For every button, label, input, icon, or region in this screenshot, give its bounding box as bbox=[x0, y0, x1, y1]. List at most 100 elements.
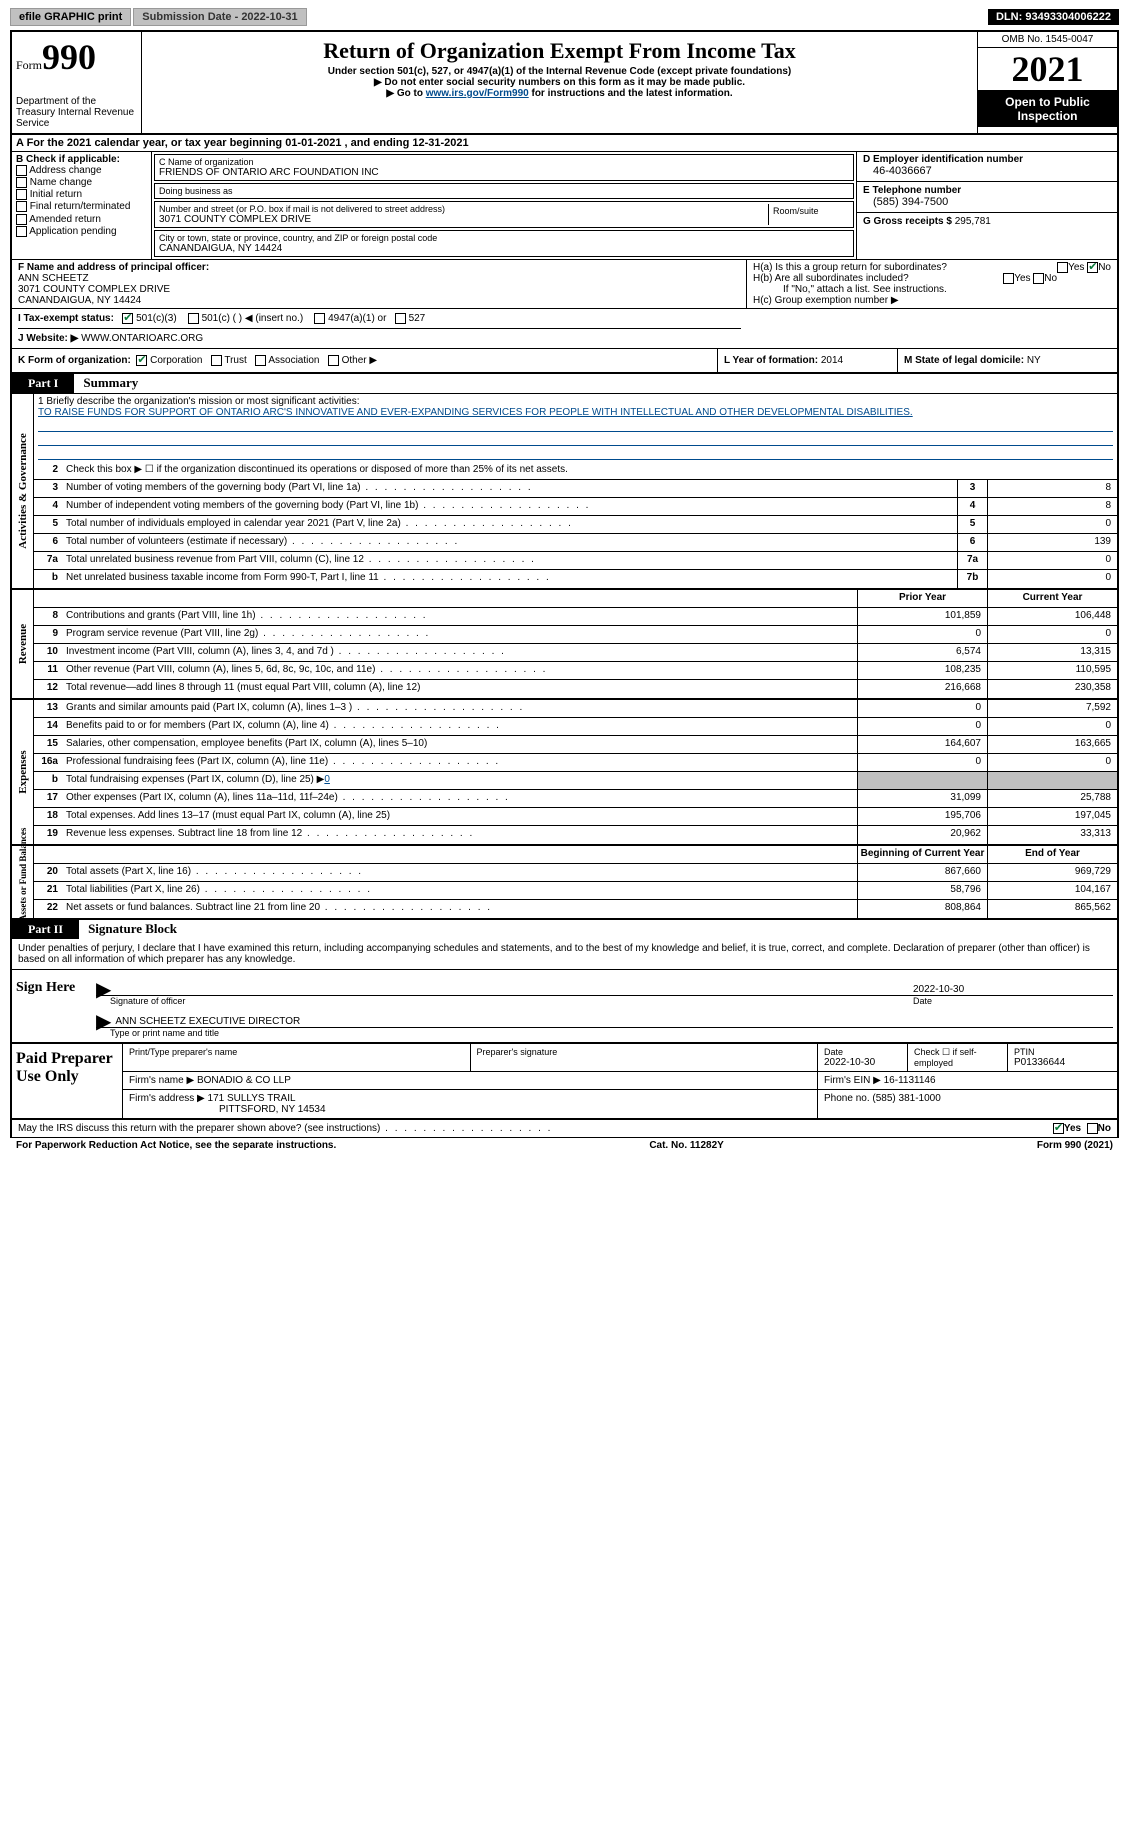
line19: Revenue less expenses. Subtract line 18 … bbox=[62, 826, 857, 844]
Hb-label: H(b) Are all subordinates included? bbox=[753, 273, 909, 284]
mission-text: TO RAISE FUNDS FOR SUPPORT OF ONTARIO AR… bbox=[38, 407, 1113, 418]
side-activities: Activities & Governance bbox=[17, 434, 29, 549]
form-word: Form bbox=[16, 58, 42, 72]
row-IJ: I Tax-exempt status: ✔ 501(c)(3) 501(c) … bbox=[10, 309, 1119, 349]
line16b: Total fundraising expenses (Part IX, col… bbox=[62, 772, 857, 789]
hdr-begin: Beginning of Current Year bbox=[857, 846, 987, 863]
hdr-current: Current Year bbox=[987, 590, 1117, 607]
form-title: Return of Organization Exempt From Incom… bbox=[150, 38, 969, 64]
line7a: Total unrelated business revenue from Pa… bbox=[62, 552, 957, 569]
omb-number: OMB No. 1545-0047 bbox=[978, 32, 1117, 48]
firm-ein: 16-1131146 bbox=[884, 1075, 936, 1086]
I-label: I Tax-exempt status: bbox=[18, 313, 114, 324]
city-label: City or town, state or province, country… bbox=[159, 233, 849, 243]
firm-addr1: 171 SULLYS TRAIL bbox=[208, 1093, 296, 1104]
line17: Other expenses (Part IX, column (A), lin… bbox=[62, 790, 857, 807]
hdr-prior: Prior Year bbox=[857, 590, 987, 607]
dln: DLN: 93493304006222 bbox=[988, 9, 1119, 25]
org-city: CANANDAIGUA, NY 14424 bbox=[159, 243, 849, 254]
K-label: K Form of organization: bbox=[18, 355, 131, 366]
sig-declaration: Under penalties of perjury, I declare th… bbox=[10, 939, 1119, 970]
firm-name: BONADIO & CO LLP bbox=[197, 1075, 291, 1086]
irs-link[interactable]: www.irs.gov/Form990 bbox=[426, 88, 529, 99]
form-number: 990 bbox=[42, 37, 96, 77]
form-header: Form990 Department of the Treasury Inter… bbox=[10, 30, 1119, 135]
line3: Number of voting members of the governin… bbox=[62, 480, 957, 497]
row-FH: F Name and address of principal officer:… bbox=[10, 260, 1119, 309]
sign-here: Sign Here ▶ Signature of officer 2022-10… bbox=[10, 970, 1119, 1044]
partI-title: Summary bbox=[77, 375, 138, 390]
M-label: M State of legal domicile: bbox=[904, 355, 1024, 366]
C-name-label: C Name of organization bbox=[159, 157, 849, 167]
phone-value: (585) 394-7500 bbox=[863, 196, 1111, 208]
Hb-note: If "No," attach a list. See instructions… bbox=[753, 284, 1111, 295]
side-revenue: Revenue bbox=[17, 624, 29, 664]
header-sub3: ▶ Go to www.irs.gov/Form990 for instruct… bbox=[150, 88, 969, 99]
line22: Net assets or fund balances. Subtract li… bbox=[62, 900, 857, 918]
paid-preparer: Paid Preparer Use Only Print/Type prepar… bbox=[10, 1044, 1119, 1120]
F-label: F Name and address of principal officer: bbox=[18, 262, 740, 273]
firm-phone: (585) 381-1000 bbox=[872, 1093, 940, 1104]
line7b: Net unrelated business taxable income fr… bbox=[62, 570, 957, 588]
gross-label: G Gross receipts $ bbox=[863, 216, 952, 227]
header-sub1: Under section 501(c), 527, or 4947(a)(1)… bbox=[150, 66, 969, 77]
open-inspection: Open to Public Inspection bbox=[978, 91, 1117, 127]
paid-prep-label: Paid Preparer Use Only bbox=[12, 1044, 122, 1118]
addr-label: Number and street (or P.O. box if mail i… bbox=[159, 204, 768, 214]
phone-label: E Telephone number bbox=[863, 185, 1111, 196]
form-footer: Form 990 (2021) bbox=[1037, 1140, 1113, 1151]
cat-no: Cat. No. 11282Y bbox=[649, 1140, 723, 1151]
line2: Check this box ▶ ☐ if the organization d… bbox=[62, 462, 1117, 479]
val-4: 8 bbox=[987, 498, 1117, 515]
submission-date: Submission Date - 2022-10-31 bbox=[133, 8, 306, 26]
gross-value: 295,781 bbox=[955, 216, 991, 227]
Hc-label: H(c) Group exemption number ▶ bbox=[753, 295, 1111, 306]
line9: Program service revenue (Part VIII, line… bbox=[62, 626, 857, 643]
val-3: 8 bbox=[987, 480, 1117, 497]
line8: Contributions and grants (Part VIII, lin… bbox=[62, 608, 857, 625]
dept-label: Department of the Treasury Internal Reve… bbox=[16, 96, 137, 129]
row-K: K Form of organization: ✔ Corporation Tr… bbox=[10, 349, 1119, 374]
line21: Total liabilities (Part X, line 26) bbox=[62, 882, 857, 899]
firm-addr2: PITTSFORD, NY 14534 bbox=[219, 1104, 326, 1115]
ptin-value: P01336644 bbox=[1014, 1057, 1111, 1068]
sig-date: 2022-10-30 bbox=[913, 984, 964, 995]
sig-date-label: Date bbox=[913, 996, 1113, 1006]
val-7a: 0 bbox=[987, 552, 1117, 569]
side-netassets: Net Assets or Fund Balances bbox=[18, 828, 28, 937]
top-bar: efile GRAPHIC print Submission Date - 20… bbox=[10, 8, 1119, 26]
J-label: J Website: ▶ bbox=[18, 333, 78, 344]
sign-here-label: Sign Here bbox=[12, 970, 82, 1042]
line14: Benefits paid to or for members (Part IX… bbox=[62, 718, 857, 735]
partII-title: Signature Block bbox=[82, 921, 177, 936]
officer-addr1: 3071 COUNTY COMPLEX DRIVE bbox=[18, 284, 740, 295]
officer-typed-name: ANN SCHEETZ EXECUTIVE DIRECTOR bbox=[115, 1016, 300, 1027]
year-formation: 2014 bbox=[821, 355, 843, 366]
state-domicile: NY bbox=[1027, 355, 1041, 366]
val-6: 139 bbox=[987, 534, 1117, 551]
sig-officer-label: Signature of officer bbox=[110, 996, 913, 1006]
line16a: Professional fundraising fees (Part IX, … bbox=[62, 754, 857, 771]
ein-value: 46-4036667 bbox=[863, 165, 1111, 177]
summary-expenses: Expenses 13Grants and similar amounts pa… bbox=[10, 700, 1119, 846]
line13: Grants and similar amounts paid (Part IX… bbox=[62, 700, 857, 717]
typed-name-label: Type or print name and title bbox=[110, 1028, 1113, 1038]
org-address: 3071 COUNTY COMPLEX DRIVE bbox=[159, 214, 768, 225]
efile-tag: efile GRAPHIC print bbox=[10, 8, 131, 26]
org-name: FRIENDS OF ONTARIO ARC FOUNDATION INC bbox=[159, 167, 849, 178]
line15: Salaries, other compensation, employee b… bbox=[62, 736, 857, 753]
pra-notice: For Paperwork Reduction Act Notice, see … bbox=[16, 1140, 336, 1151]
summary-revenue: Revenue Prior YearCurrent Year 8Contribu… bbox=[10, 590, 1119, 700]
mission-label: 1 Briefly describe the organization's mi… bbox=[38, 396, 1113, 407]
discuss-row: May the IRS discuss this return with the… bbox=[10, 1120, 1119, 1138]
officer-name: ANN SCHEETZ bbox=[18, 273, 740, 284]
header-sub2: ▶ Do not enter social security numbers o… bbox=[150, 77, 969, 88]
summary-netassets: Net Assets or Fund Balances Beginning of… bbox=[10, 846, 1119, 920]
L-label: L Year of formation: bbox=[724, 355, 818, 366]
Ha-label: H(a) Is this a group return for subordin… bbox=[753, 262, 947, 273]
dba-label: Doing business as bbox=[159, 186, 849, 196]
col-B: B Check if applicable: Address change Na… bbox=[12, 152, 152, 259]
col-D: D Employer identification number46-40366… bbox=[857, 152, 1117, 259]
tax-year: 2021 bbox=[978, 48, 1117, 91]
row-A: A For the 2021 calendar year, or tax yea… bbox=[10, 135, 1119, 152]
